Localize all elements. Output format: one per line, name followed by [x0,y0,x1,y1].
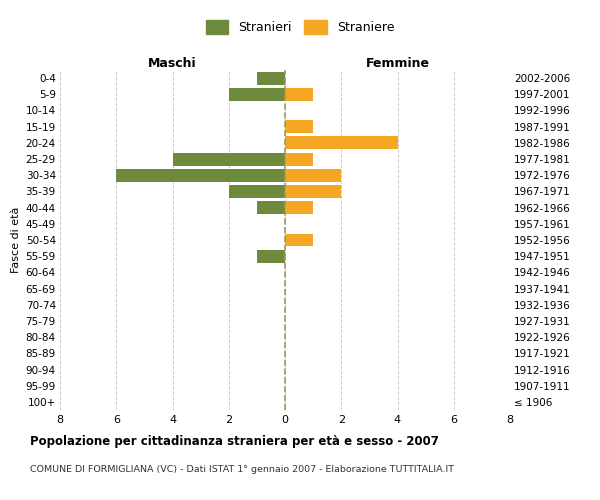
Bar [285,152,313,166]
Bar [116,169,285,181]
Bar [285,120,313,133]
Text: Popolazione per cittadinanza straniera per età e sesso - 2007: Popolazione per cittadinanza straniera p… [30,435,439,448]
Bar [285,136,398,149]
Bar [285,234,313,246]
Bar [257,72,285,85]
Bar [229,88,285,101]
Bar [285,88,313,101]
Text: Maschi: Maschi [148,57,197,70]
Bar [173,152,285,166]
Bar [285,169,341,181]
Bar [229,185,285,198]
Bar [257,201,285,214]
Text: Femmine: Femmine [365,57,430,70]
Legend: Stranieri, Straniere: Stranieri, Straniere [202,16,398,38]
Bar [285,201,313,214]
Bar [285,185,341,198]
Bar [257,250,285,262]
Y-axis label: Fasce di età: Fasce di età [11,207,22,273]
Text: COMUNE DI FORMIGLIANA (VC) - Dati ISTAT 1° gennaio 2007 - Elaborazione TUTTITALI: COMUNE DI FORMIGLIANA (VC) - Dati ISTAT … [30,465,454,474]
